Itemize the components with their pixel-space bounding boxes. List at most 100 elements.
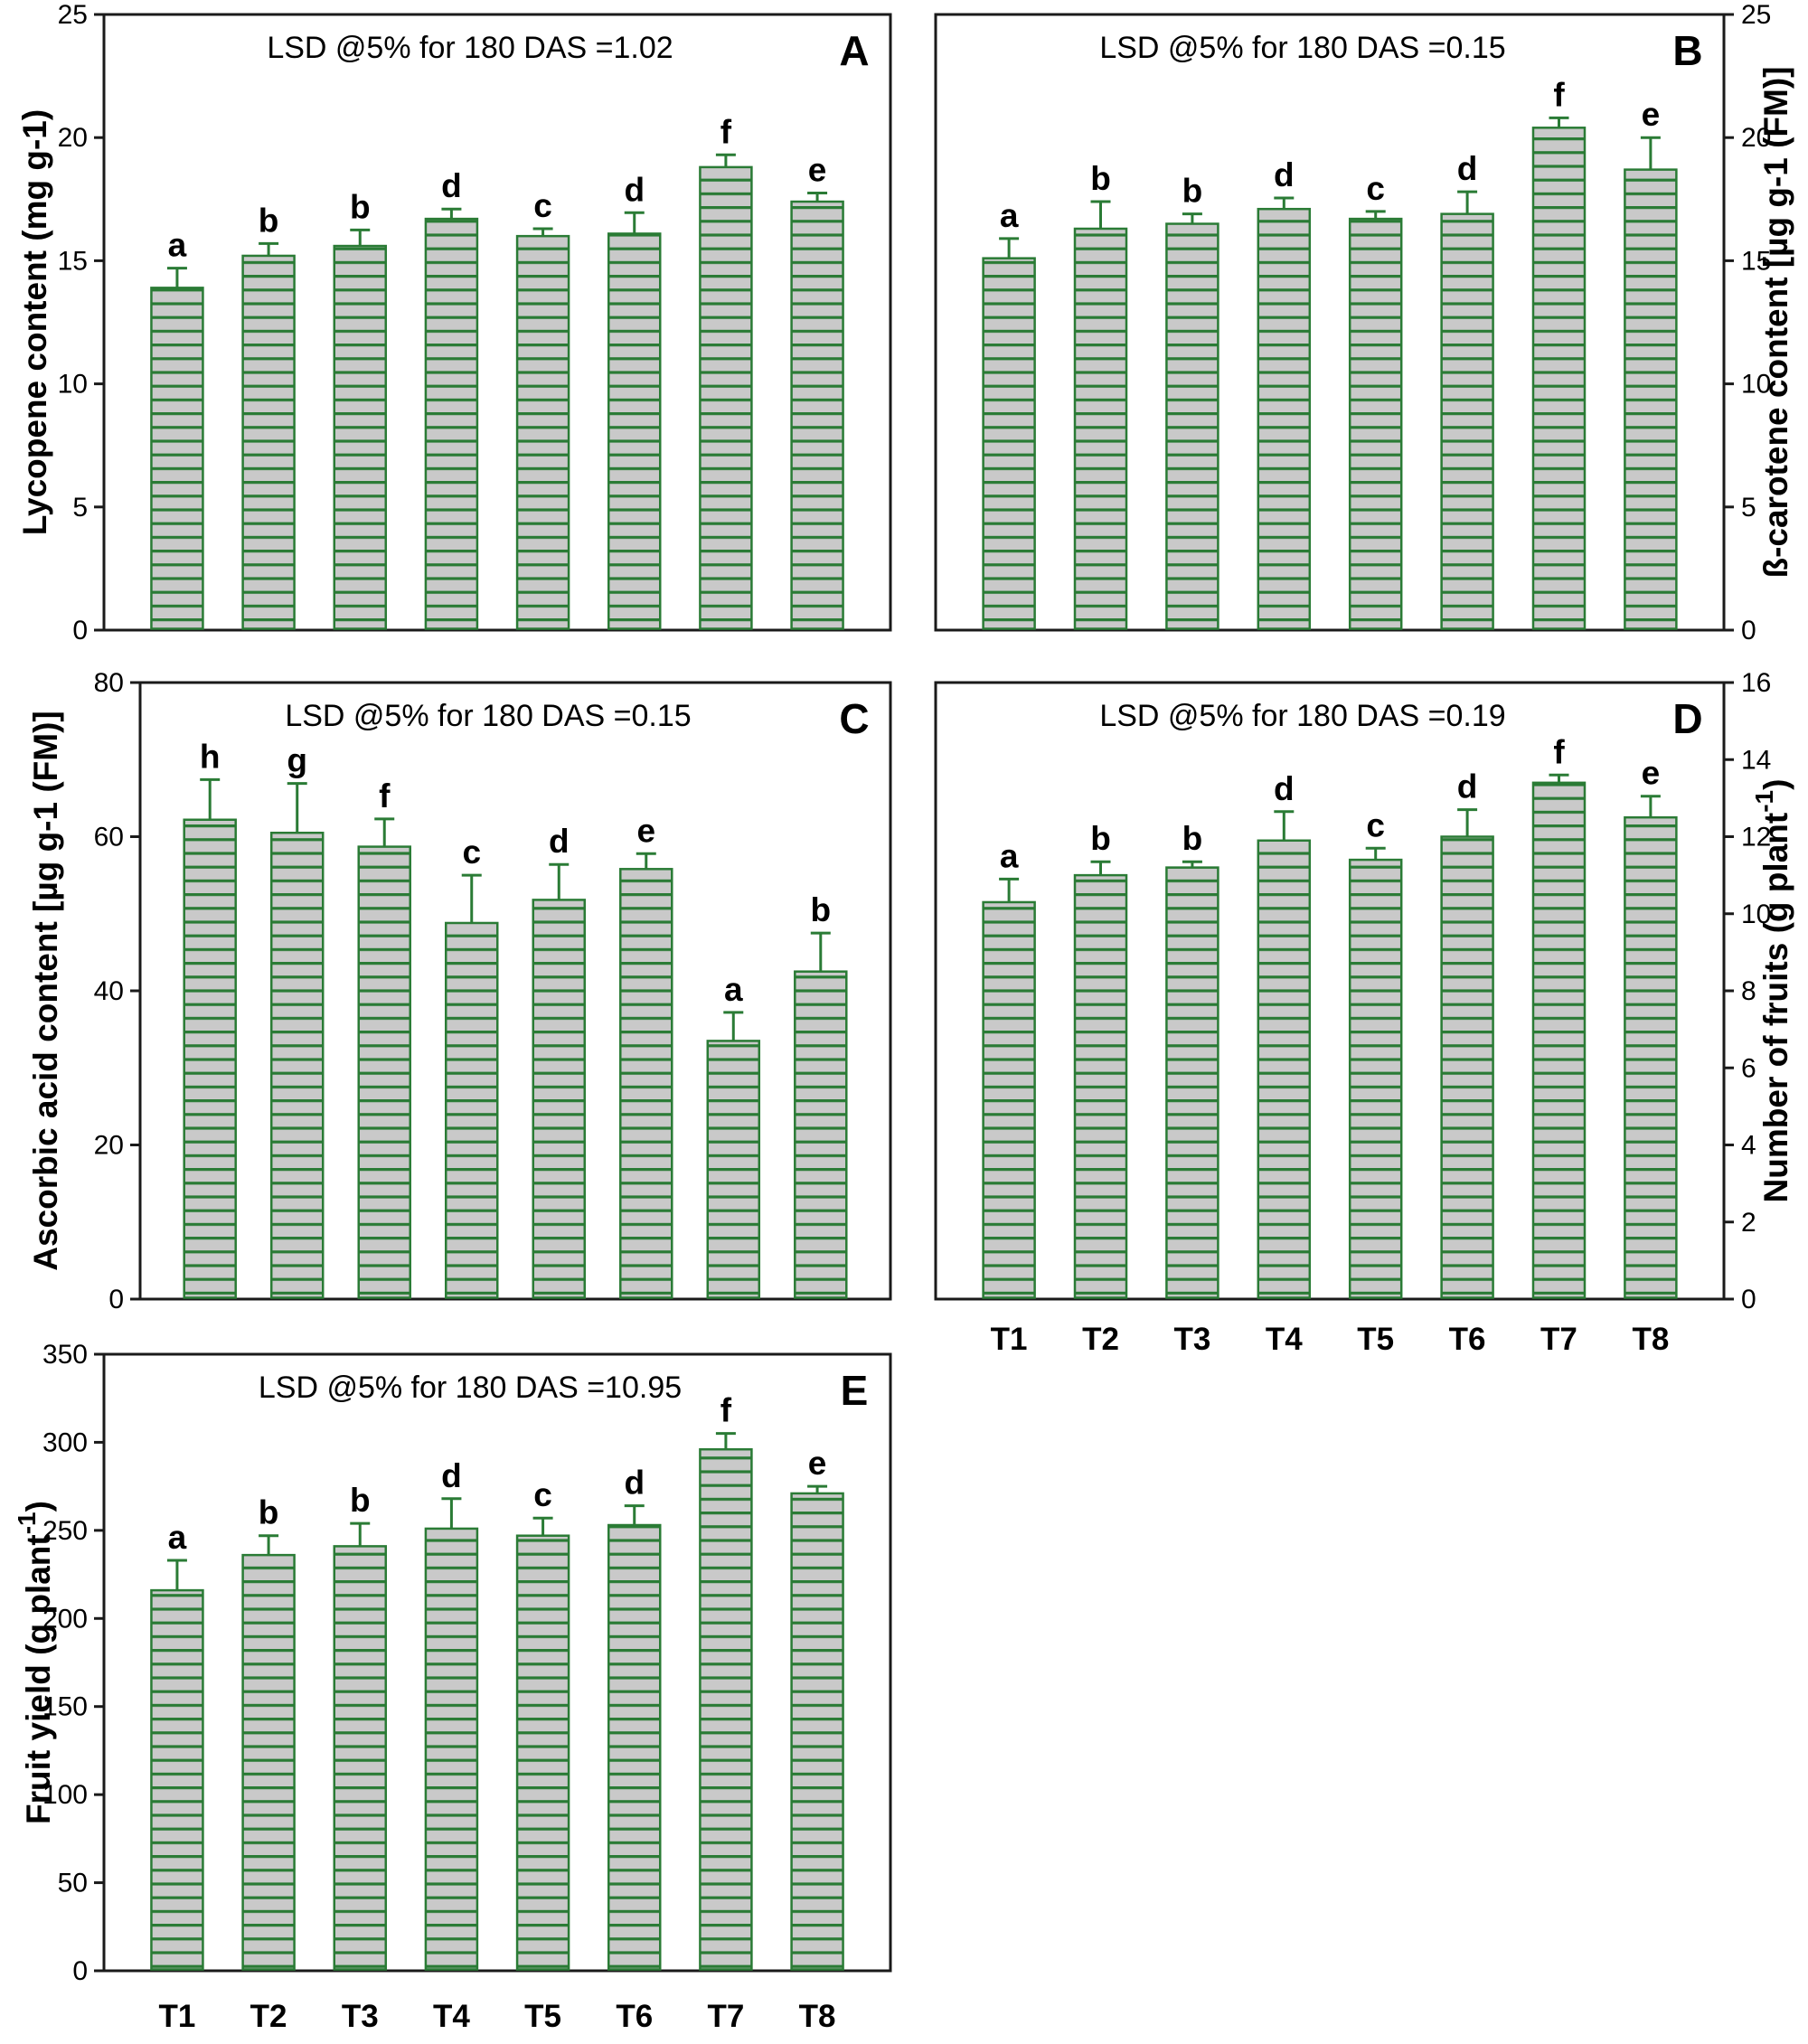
significance-letter: e (808, 151, 827, 188)
panel-e: 0 50 100 150 200 250 300 350 a T1 b T2 b T3 d T4 c T5 d T6 f… (13, 1340, 892, 2034)
bar-T4 (1257, 839, 1312, 1299)
significance-letter: b (1182, 173, 1203, 210)
significance-letter: c (1366, 806, 1385, 843)
y-tick-label: 2 (1741, 1208, 1756, 1238)
significance-letter: f (720, 113, 732, 150)
y-tick-label: 50 (58, 1869, 88, 1898)
x-tick-label: T7 (707, 1999, 744, 2034)
y-tick-label: 350 (42, 1340, 88, 1370)
y-tick-label: 5 (72, 493, 88, 523)
significance-letter: c (1366, 170, 1385, 207)
y-tick-label: 15 (58, 246, 88, 276)
significance-letter: c (533, 1476, 552, 1513)
y-tick-label: 5 (1741, 493, 1756, 523)
bar-T5 (1348, 858, 1403, 1299)
significance-letter: f (379, 777, 391, 815)
plot-frame (102, 1352, 892, 1973)
panel-title: LSD @5% for 180 DAS =0.15 (1099, 31, 1505, 65)
y-tick-label: 60 (94, 823, 124, 852)
plot-frame (934, 13, 1726, 632)
significance-letter: b (1090, 160, 1111, 197)
bar-T4 (424, 1527, 479, 1971)
bar-T7 (699, 165, 753, 630)
significance-letter: b (1182, 820, 1203, 857)
y-axis-label: ß-carotene content [µg g-1 (FM)] (1757, 66, 1794, 578)
y-tick-label: 0 (1741, 616, 1756, 645)
bar-T6 (1440, 835, 1494, 1299)
significance-letter: f (720, 1392, 732, 1429)
y-tick-label: 300 (42, 1427, 88, 1457)
y-tick-label: 25 (1741, 0, 1771, 30)
bar-T4 (1257, 207, 1312, 630)
x-tick-label: T8 (1632, 1322, 1669, 1357)
bar-T5 (532, 899, 587, 1299)
bar-T5 (515, 1534, 570, 1971)
bar-T6 (607, 232, 662, 630)
panel-letter: A (839, 27, 869, 74)
significance-letter: e (808, 1445, 827, 1482)
y-tick-label: 40 (94, 976, 124, 1006)
y-tick-label: 0 (72, 616, 88, 645)
plot-frame (934, 681, 1726, 1301)
y-tick-label: 12 (1741, 823, 1771, 852)
y-tick-label: 0 (108, 1285, 124, 1314)
bar-T2 (269, 831, 325, 1299)
bar-T7 (1531, 781, 1587, 1299)
bar-T2 (241, 1553, 296, 1971)
y-tick-label: 20 (1741, 123, 1771, 153)
significance-letter: g (287, 742, 307, 779)
panel-a: 0 5 10 15 20 25 a b b d c d f e LSD @5% for 180 DAS =1… (16, 0, 892, 645)
y-tick-label: 25 (58, 0, 88, 30)
bar-T3 (333, 244, 388, 630)
y-tick-label: 200 (42, 1604, 88, 1634)
y-tick-label: 150 (42, 1692, 88, 1722)
significance-letter: f (1553, 76, 1565, 113)
y-tick-label: 100 (42, 1780, 88, 1810)
x-tick-label: T8 (799, 1999, 836, 2034)
significance-letter: a (1000, 197, 1019, 234)
significance-letter: a (168, 227, 187, 264)
bar-T8 (790, 200, 844, 630)
y-axis-label: Ascorbic acid content [µg g-1 (FM)] (27, 711, 64, 1271)
panel-title: LSD @5% for 180 DAS =0.19 (1099, 699, 1505, 733)
significance-letter: d (549, 823, 570, 860)
x-tick-label: T2 (1082, 1322, 1119, 1357)
bar-T7 (706, 1040, 761, 1299)
bar-T7 (1531, 127, 1587, 630)
x-tick-label: T5 (524, 1999, 561, 2034)
bar-T1 (982, 257, 1036, 630)
significance-letter: a (724, 971, 743, 1008)
significance-letter: b (350, 188, 371, 225)
bar-T1 (150, 287, 204, 630)
significance-letter: c (533, 187, 552, 224)
panel-c: 0 20 40 60 80 h g f c d e a b LSD @5% for 180 DAS =0.… (27, 668, 892, 1314)
significance-letter: d (624, 1465, 645, 1502)
significance-letter: d (1457, 150, 1478, 187)
y-tick-label: 20 (94, 1131, 124, 1161)
significance-letter: e (1642, 96, 1661, 133)
bar-T1 (982, 900, 1036, 1299)
significance-letter: b (1090, 820, 1111, 857)
plot-frame (102, 13, 892, 632)
y-tick-label: 10 (1741, 900, 1771, 929)
bar-T6 (1440, 212, 1494, 630)
significance-letter: b (350, 1482, 371, 1519)
x-tick-label: T5 (1357, 1322, 1394, 1357)
x-tick-label: T2 (250, 1999, 287, 2034)
bar-T7 (699, 1447, 753, 1971)
y-tick-label: 15 (1741, 246, 1771, 276)
y-tick-label: 0 (72, 1956, 88, 1986)
plot-frame (138, 681, 892, 1301)
y-tick-label: 0 (1741, 1285, 1756, 1314)
significance-letter: a (168, 1519, 187, 1556)
bar-T6 (607, 1523, 662, 1971)
significance-letter: c (462, 834, 481, 871)
significance-letter: a (1000, 837, 1019, 874)
significance-letter: d (441, 167, 462, 204)
bar-T1 (183, 818, 237, 1299)
y-tick-label: 14 (1741, 745, 1771, 775)
x-tick-label: T3 (342, 1999, 379, 2034)
bar-T5 (1348, 217, 1403, 630)
bar-T5 (515, 234, 570, 630)
